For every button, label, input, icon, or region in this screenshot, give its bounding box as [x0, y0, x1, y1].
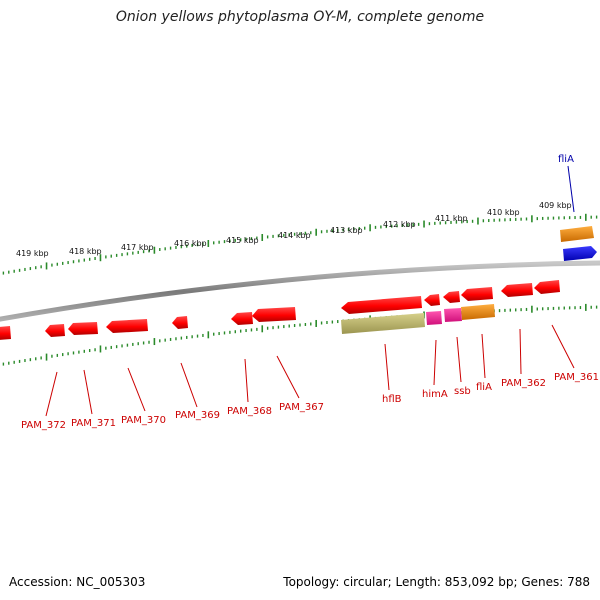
- gene-arrow: [0, 326, 11, 340]
- gene-label-pam_369: PAM_369: [175, 410, 220, 421]
- kbp-label: 409 kbp: [539, 201, 572, 210]
- gene-label-flia_outer: fliA: [558, 154, 574, 165]
- gene-arrow: [341, 296, 422, 314]
- gene-arrow: [534, 280, 560, 294]
- gene-label-pam_371: PAM_371: [71, 418, 116, 429]
- gene-label-group: PAM_372 PAM_371 PAM_370 PAM_369 PAM_368 PAM_3…: [21, 154, 599, 431]
- gene-label-pam_368: PAM_368: [227, 406, 272, 417]
- gene-arrow: [443, 291, 460, 303]
- kbp-label: 410 kbp: [487, 208, 520, 217]
- leader-line-pam_361: [551, 324, 575, 369]
- gene-arrow: [501, 283, 533, 297]
- gene-label-hflb: hflB: [382, 394, 402, 405]
- gene-arrow: [424, 294, 440, 306]
- kbp-label: 411 kbp: [435, 214, 468, 223]
- gene-arrow: [106, 319, 148, 333]
- leader-line-flia_inner: [481, 333, 486, 379]
- gene-label-pam_361: PAM_361: [554, 372, 599, 383]
- fliA-outer-blue-gene: [563, 246, 597, 261]
- leader-line-hima: [433, 339, 437, 386]
- leader-line-pam_362: [519, 328, 522, 375]
- gene-arrow: [461, 287, 493, 301]
- genome-backbone: [0, 260, 600, 322]
- himA-gene: [426, 311, 442, 325]
- gene-label-pam_372: PAM_372: [21, 420, 66, 431]
- gene-label-pam_370: PAM_370: [121, 415, 166, 426]
- kbp-label: 416 kbp: [174, 239, 207, 248]
- kbp-label-group: 419 kbp 418 kbp 417 kbp 416 kbp 415 kbp 414 k…: [16, 201, 572, 258]
- inner-strand-genes: [0, 280, 560, 340]
- kbp-label: 419 kbp: [16, 249, 49, 258]
- gene-label-pam_362: PAM_362: [501, 378, 546, 389]
- leader-line-flia_outer: [567, 165, 575, 213]
- leader-lines: [45, 165, 575, 417]
- leader-line-pam_367: [276, 355, 300, 399]
- ssb-gene: [444, 308, 462, 322]
- leader-line-pam_372: [45, 371, 58, 417]
- leader-line-pam_371: [83, 369, 93, 415]
- leader-line-ssb: [456, 336, 462, 383]
- kbp-label: 414 kbp: [278, 231, 311, 240]
- leader-line-hflb: [384, 343, 390, 391]
- gene-label-hima: himA: [422, 389, 448, 400]
- genome-stats-text: Topology: circular; Length: 853,092 bp; …: [283, 575, 590, 589]
- kbp-label: 415 kbp: [226, 236, 259, 245]
- fliA-inner-gene: [461, 304, 495, 320]
- kbp-label: 418 kbp: [69, 247, 102, 256]
- hflB-band: [341, 313, 425, 334]
- outer-strand-features: [560, 226, 597, 261]
- map-title: Onion yellows phytoplasma OY-M, complete…: [115, 9, 485, 25]
- leader-line-pam_368: [244, 358, 249, 403]
- gene-arrow: [45, 324, 65, 337]
- kbp-label: 417 kbp: [121, 243, 154, 252]
- outer-tick-row: [2, 213, 598, 275]
- gene-arrow: [172, 316, 188, 329]
- kbp-label: 412 kbp: [383, 220, 416, 229]
- accession-text: Accession: NC_005303: [9, 575, 146, 589]
- fliA-outer-orange-gene: [560, 226, 594, 242]
- inner-tick-row: [2, 303, 598, 366]
- gene-label-flia_inner: fliA: [476, 382, 492, 393]
- gene-arrow: [68, 322, 98, 335]
- gene-label-ssb: ssb: [454, 386, 471, 397]
- inner-strand-colored-features: [341, 304, 495, 334]
- leader-line-pam_369: [180, 362, 198, 408]
- gene-label-pam_367: PAM_367: [279, 402, 324, 413]
- kbp-label: 413 kbp: [330, 226, 363, 235]
- leader-line-pam_370: [127, 367, 146, 412]
- gene-arrow: [252, 307, 296, 322]
- gene-arrow: [231, 312, 253, 325]
